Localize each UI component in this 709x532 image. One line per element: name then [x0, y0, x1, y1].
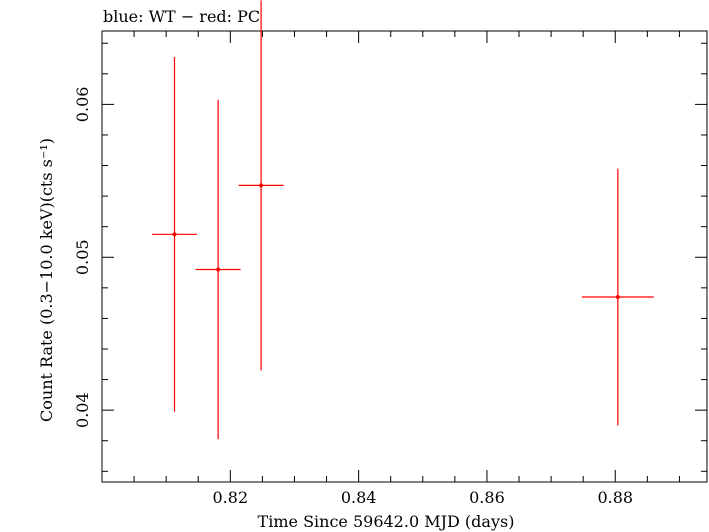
- data-point: [152, 56, 197, 412]
- data-point: [238, 0, 284, 371]
- data-point: [195, 99, 241, 440]
- x-axis-label: Time Since 59642.0 MJD (days): [258, 512, 515, 531]
- point-marker: [216, 267, 221, 272]
- data-point: [581, 168, 654, 426]
- axis-ticks: [101, 31, 707, 482]
- x-tick-label: 0.88: [597, 488, 633, 507]
- y-axis-label: Count Rate (0.3−10.0 keV)(cts s⁻¹): [37, 138, 56, 422]
- point-marker: [615, 295, 620, 300]
- x-tick-label: 0.84: [341, 488, 377, 507]
- x-tick-label: 0.82: [213, 488, 249, 507]
- chart-title: blue: WT − red: PC: [103, 7, 260, 26]
- x-tick-labels: 0.82 0.84 0.86 0.88: [213, 488, 634, 507]
- plot-frame: [101, 30, 708, 483]
- y-tick-label: 0.06: [73, 87, 92, 123]
- x-tick-label: 0.86: [469, 488, 505, 507]
- y-tick-label: 0.05: [73, 239, 92, 275]
- data-points: [152, 0, 654, 440]
- point-marker: [172, 232, 177, 237]
- y-tick-label: 0.04: [73, 392, 92, 428]
- point-marker: [259, 183, 264, 188]
- y-tick-labels: 0.04 0.05 0.06: [73, 87, 92, 428]
